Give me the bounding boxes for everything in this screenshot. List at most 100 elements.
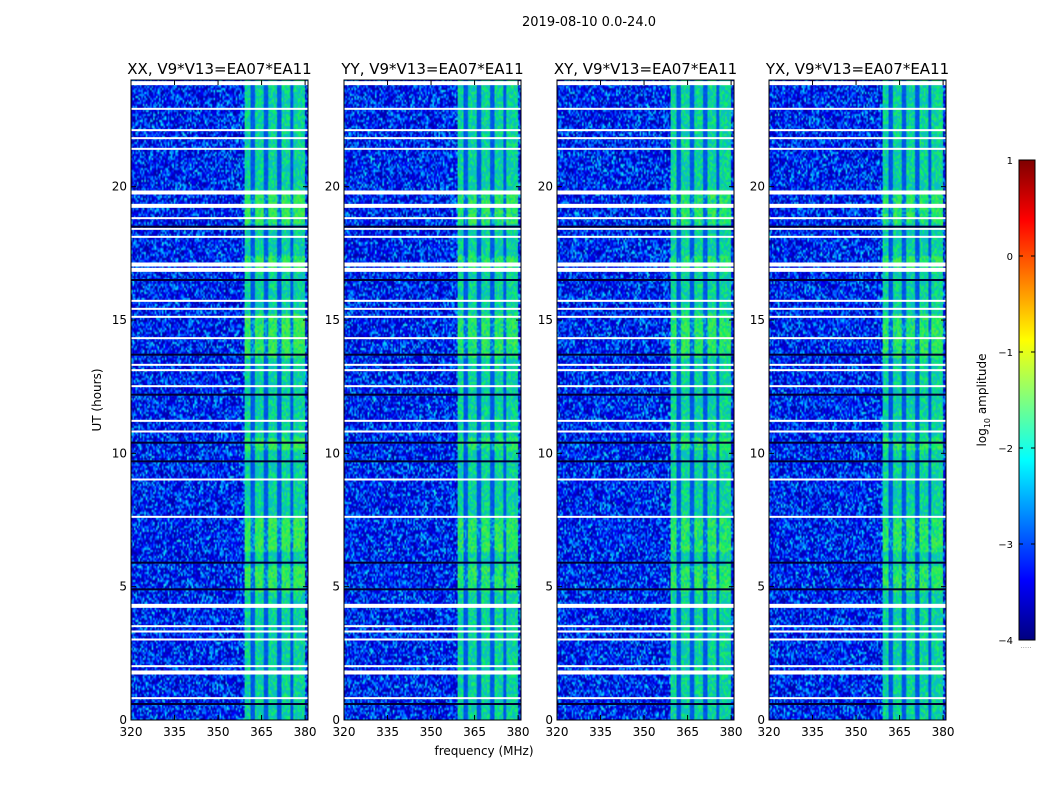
flagged-time-gap: [344, 430, 521, 433]
flagged-time-gap: [344, 478, 521, 481]
colorbar-tick-label: −2: [998, 444, 1013, 455]
flagged-time-gap: [769, 107, 946, 110]
flagged-time-gap: [131, 307, 308, 310]
flagged-time-gap: [769, 129, 946, 132]
x-tick-label: 320: [333, 725, 356, 739]
x-tick-label: 380: [507, 725, 530, 739]
flagged-time-gap: [131, 430, 308, 433]
flagged-time-gap: [131, 385, 308, 388]
flagged-time-gap: [557, 107, 734, 110]
dark-time-row: [131, 279, 308, 281]
flagged-time-gap: [769, 217, 946, 220]
flagged-time-gap: [557, 299, 734, 302]
flagged-time-gap: [344, 190, 521, 195]
flagged-time-gap: [557, 337, 734, 340]
flagged-time-gap: [344, 81, 521, 86]
flagged-time-gap: [557, 315, 734, 318]
y-tick-label: 10: [325, 446, 340, 460]
flagged-time-gap: [769, 235, 946, 238]
flagged-time-gap: [769, 262, 946, 267]
dark-time-row: [131, 588, 308, 591]
x-tick-label: 380: [932, 725, 955, 739]
dark-time-row: [769, 225, 946, 228]
flagged-time-gap: [769, 81, 946, 86]
flagged-time-gap: [344, 299, 521, 302]
flagged-time-gap: [131, 267, 308, 272]
heatmap-image: [131, 80, 308, 720]
flagged-time-gap: [344, 385, 521, 388]
y-tick-label: 15: [325, 313, 340, 327]
x-tick-label: 365: [676, 725, 699, 739]
colorbar-tick-label: 0: [1007, 252, 1013, 263]
dark-time-row: [557, 441, 734, 444]
heatmap-image: [557, 80, 734, 720]
flagged-time-gap: [131, 630, 308, 633]
flagged-time-gap: [557, 603, 734, 608]
dark-time-row: [344, 353, 521, 356]
flagged-time-gap: [344, 267, 521, 272]
flagged-time-gap: [557, 235, 734, 238]
y-tick-label: 10: [750, 446, 765, 460]
flagged-time-gap: [557, 630, 734, 633]
panel-frame: [130, 79, 309, 721]
flagged-time-gap: [557, 129, 734, 132]
dark-time-row: [344, 279, 521, 281]
flagged-time-gap: [131, 697, 308, 700]
flagged-time-gap: [131, 315, 308, 318]
flagged-time-gap: [344, 147, 521, 150]
x-tick-label: 320: [546, 725, 569, 739]
y-tick-label: 0: [119, 713, 127, 727]
flagged-time-gap: [769, 603, 946, 608]
flagged-time-gap: [769, 638, 946, 641]
flagged-time-gap: [769, 670, 946, 675]
x-tick-label: 335: [589, 725, 612, 739]
panels-group: XX, V9*V13=EA07*EA11 320 335 350 365 380 0 5 10 1…: [112, 60, 955, 739]
heatmap-panel-3: XY, V9*V13=EA07*EA11 320 335 350 365 380 0 5 10 1…: [538, 60, 743, 739]
flagged-time-gap: [769, 337, 946, 340]
colorbar-tick-label: −3: [998, 540, 1013, 551]
flagged-time-gap: [557, 267, 734, 272]
flagged-time-gap: [769, 190, 946, 195]
y-tick-label: 0: [332, 713, 340, 727]
flagged-time-gap: [557, 478, 734, 481]
panel-frame: [556, 79, 735, 721]
x-tick-label: 335: [801, 725, 824, 739]
dark-time-row: [769, 441, 946, 444]
x-tick-label: 335: [163, 725, 186, 739]
flagged-time-gap: [557, 638, 734, 641]
flagged-time-gap: [131, 603, 308, 608]
flagged-time-gap: [557, 363, 734, 366]
flagged-time-gap: [344, 665, 521, 668]
heatmap-image: [769, 80, 946, 720]
flagged-time-gap: [557, 430, 734, 433]
flagged-time-gap: [557, 385, 734, 388]
flagged-time-gap: [344, 217, 521, 220]
flagged-time-gap: [557, 625, 734, 628]
flagged-time-gap: [344, 203, 521, 208]
dark-time-row: [557, 703, 734, 705]
flagged-time-gap: [557, 307, 734, 310]
dark-time-row: [344, 561, 521, 564]
dark-time-row: [769, 588, 946, 591]
flagged-time-gap: [344, 315, 521, 318]
flagged-time-gap: [131, 337, 308, 340]
flagged-time-gap: [769, 385, 946, 388]
colorbar: 10−1−2−3−4 log10 amplitude .....: [975, 156, 1036, 650]
y-tick-label: 10: [112, 446, 127, 460]
panel-frame: [343, 79, 522, 721]
dark-time-row: [344, 703, 521, 705]
dark-time-row: [557, 353, 734, 356]
flagged-time-gap: [344, 129, 521, 132]
dark-time-row: [131, 441, 308, 444]
flagged-time-gap: [769, 227, 946, 230]
y-tick-label: 5: [757, 580, 765, 594]
panel-title: YY, V9*V13=EA07*EA11: [340, 60, 523, 78]
flagged-time-gap: [769, 369, 946, 372]
x-tick-label: 365: [463, 725, 486, 739]
flagged-time-gap: [557, 227, 734, 230]
y-tick-label: 15: [538, 313, 553, 327]
flagged-time-gap: [769, 630, 946, 633]
heatmap-panel-2: YY, V9*V13=EA07*EA11 320 335 350 365 380 0 5 10 1…: [325, 60, 530, 739]
flagged-time-gap: [557, 665, 734, 668]
x-tick-label: 350: [633, 725, 656, 739]
